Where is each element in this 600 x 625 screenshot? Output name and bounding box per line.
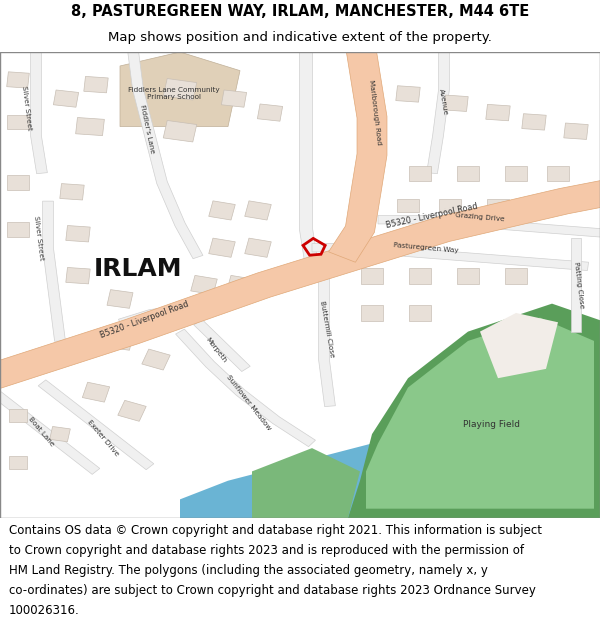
Bar — [7, 72, 29, 88]
Bar — [409, 268, 431, 284]
Bar — [486, 104, 510, 121]
Text: B5320 - Liverpool Road: B5320 - Liverpool Road — [385, 202, 479, 230]
Text: Contains OS data © Crown copyright and database right 2021. This information is : Contains OS data © Crown copyright and d… — [9, 524, 542, 538]
Polygon shape — [252, 448, 360, 518]
Polygon shape — [329, 41, 387, 262]
Bar — [444, 95, 468, 111]
Text: Exeter Drive: Exeter Drive — [86, 419, 120, 457]
Polygon shape — [319, 266, 335, 407]
Polygon shape — [180, 444, 432, 518]
Text: 8, PASTUREGREEN WAY, IRLAM, MANCHESTER, M44 6TE: 8, PASTUREGREEN WAY, IRLAM, MANCHESTER, … — [71, 4, 529, 19]
Bar — [457, 166, 479, 181]
Bar — [439, 199, 461, 212]
Bar — [9, 409, 27, 422]
Text: Playing Field: Playing Field — [463, 420, 521, 429]
Bar — [487, 199, 509, 212]
Bar — [66, 226, 90, 242]
Bar — [396, 86, 420, 102]
Bar — [163, 79, 197, 100]
Bar — [257, 104, 283, 121]
Bar — [529, 199, 551, 212]
Polygon shape — [43, 201, 65, 341]
Bar — [191, 276, 217, 294]
Polygon shape — [194, 319, 250, 371]
Text: B5320 - Liverpool Road: B5320 - Liverpool Road — [98, 300, 190, 340]
Bar — [7, 175, 29, 190]
Polygon shape — [571, 238, 581, 332]
Bar — [457, 268, 479, 284]
Bar — [118, 401, 146, 421]
Bar — [60, 184, 84, 200]
Bar — [84, 76, 108, 93]
Bar — [82, 382, 110, 402]
Bar — [409, 166, 431, 181]
Bar — [505, 268, 527, 284]
Polygon shape — [120, 52, 240, 126]
Text: Patting Close: Patting Close — [573, 261, 585, 309]
Bar — [7, 115, 29, 129]
Bar — [547, 166, 569, 181]
Bar — [9, 456, 27, 469]
Text: Marlborough Road: Marlborough Road — [368, 79, 382, 146]
Polygon shape — [348, 304, 600, 518]
Bar — [76, 118, 104, 136]
Polygon shape — [118, 305, 181, 325]
Text: HM Land Registry. The polygons (including the associated geometry, namely x, y: HM Land Registry. The polygons (includin… — [9, 564, 488, 577]
Text: Pasturegreen Way: Pasturegreen Way — [393, 242, 459, 254]
Bar — [522, 114, 546, 130]
Polygon shape — [312, 244, 589, 271]
Polygon shape — [0, 384, 100, 474]
Bar — [142, 349, 170, 370]
Text: IRLAM: IRLAM — [94, 257, 182, 281]
Text: Silver Street: Silver Street — [33, 216, 45, 261]
Polygon shape — [378, 216, 600, 238]
Bar — [245, 238, 271, 258]
Bar — [505, 166, 527, 181]
Text: Grazing Drive: Grazing Drive — [455, 213, 505, 222]
Bar — [361, 268, 383, 284]
Text: Fiddler's Lane: Fiddler's Lane — [139, 104, 155, 154]
Bar — [209, 201, 235, 220]
Text: co-ordinates) are subject to Crown copyright and database rights 2023 Ordnance S: co-ordinates) are subject to Crown copyr… — [9, 584, 536, 597]
Bar — [107, 332, 133, 350]
Bar — [53, 90, 79, 108]
Bar — [409, 305, 431, 321]
Text: Morpeth: Morpeth — [205, 336, 227, 364]
Text: 100026316.: 100026316. — [9, 604, 80, 617]
Bar — [66, 268, 90, 284]
Polygon shape — [427, 42, 449, 174]
Text: to Crown copyright and database rights 2023 and is reproduced with the permissio: to Crown copyright and database rights 2… — [9, 544, 524, 558]
Bar — [361, 305, 383, 321]
Bar — [221, 90, 247, 108]
Text: Sunflower Meadow: Sunflower Meadow — [226, 374, 272, 431]
Polygon shape — [480, 313, 558, 378]
Polygon shape — [176, 329, 316, 447]
Text: Boat Lane: Boat Lane — [27, 416, 55, 447]
Bar — [245, 201, 271, 220]
Bar — [7, 222, 29, 236]
Polygon shape — [127, 42, 203, 259]
Bar — [564, 123, 588, 139]
Polygon shape — [0, 179, 600, 390]
Bar — [50, 426, 70, 442]
Text: Silver Street: Silver Street — [21, 85, 33, 131]
Polygon shape — [366, 318, 594, 509]
Text: Fiddlers Lane Community
Primary School: Fiddlers Lane Community Primary School — [128, 86, 220, 99]
Polygon shape — [38, 380, 154, 470]
Bar — [227, 276, 253, 294]
Bar — [209, 238, 235, 258]
Polygon shape — [299, 42, 319, 267]
Text: Avenue: Avenue — [437, 89, 448, 116]
Polygon shape — [31, 42, 47, 174]
Bar — [107, 289, 133, 308]
Bar — [163, 121, 197, 142]
Text: Buttermill Close: Buttermill Close — [319, 301, 335, 358]
Bar — [397, 199, 419, 212]
Text: Map shows position and indicative extent of the property.: Map shows position and indicative extent… — [108, 31, 492, 44]
